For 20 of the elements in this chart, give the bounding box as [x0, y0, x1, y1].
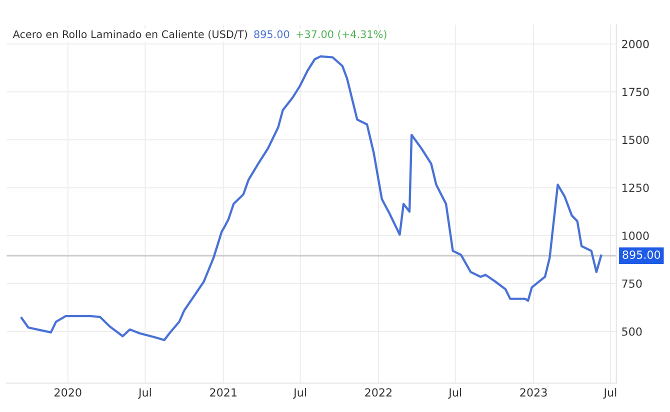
line-series [20, 55, 602, 342]
y-tick-label: 1000 [622, 232, 649, 240]
annotation: +37.00 (+4.31%) [296, 30, 386, 40]
y-tick-label: 1250 [622, 184, 649, 192]
x-tick-label: 2022 [365, 388, 392, 397]
x-tick-label: Jul [603, 388, 616, 399]
x-tick-label: 2021 [210, 388, 236, 397]
y-tick-label: 2000 [622, 40, 649, 48]
y-tick-label: 750 [622, 279, 642, 288]
x-tick-label: 2020 [54, 388, 82, 397]
y-tick-label: 1500 [622, 136, 649, 144]
annotation: 895.00 [254, 30, 290, 38]
y-tick-label: 500 [622, 327, 642, 336]
ref-line-label: 895.00 [622, 250, 660, 259]
x-tick-label: Jul [293, 388, 306, 399]
x-tick-label: Jul [138, 388, 151, 399]
x-tick-label: 2023 [520, 388, 547, 397]
x-tick-label: Jul [448, 388, 462, 399]
y-tick-label: 1750 [622, 88, 649, 96]
chart-title: Acero en Rollo Laminado en Caliente (USD/T) [12, 30, 247, 40]
